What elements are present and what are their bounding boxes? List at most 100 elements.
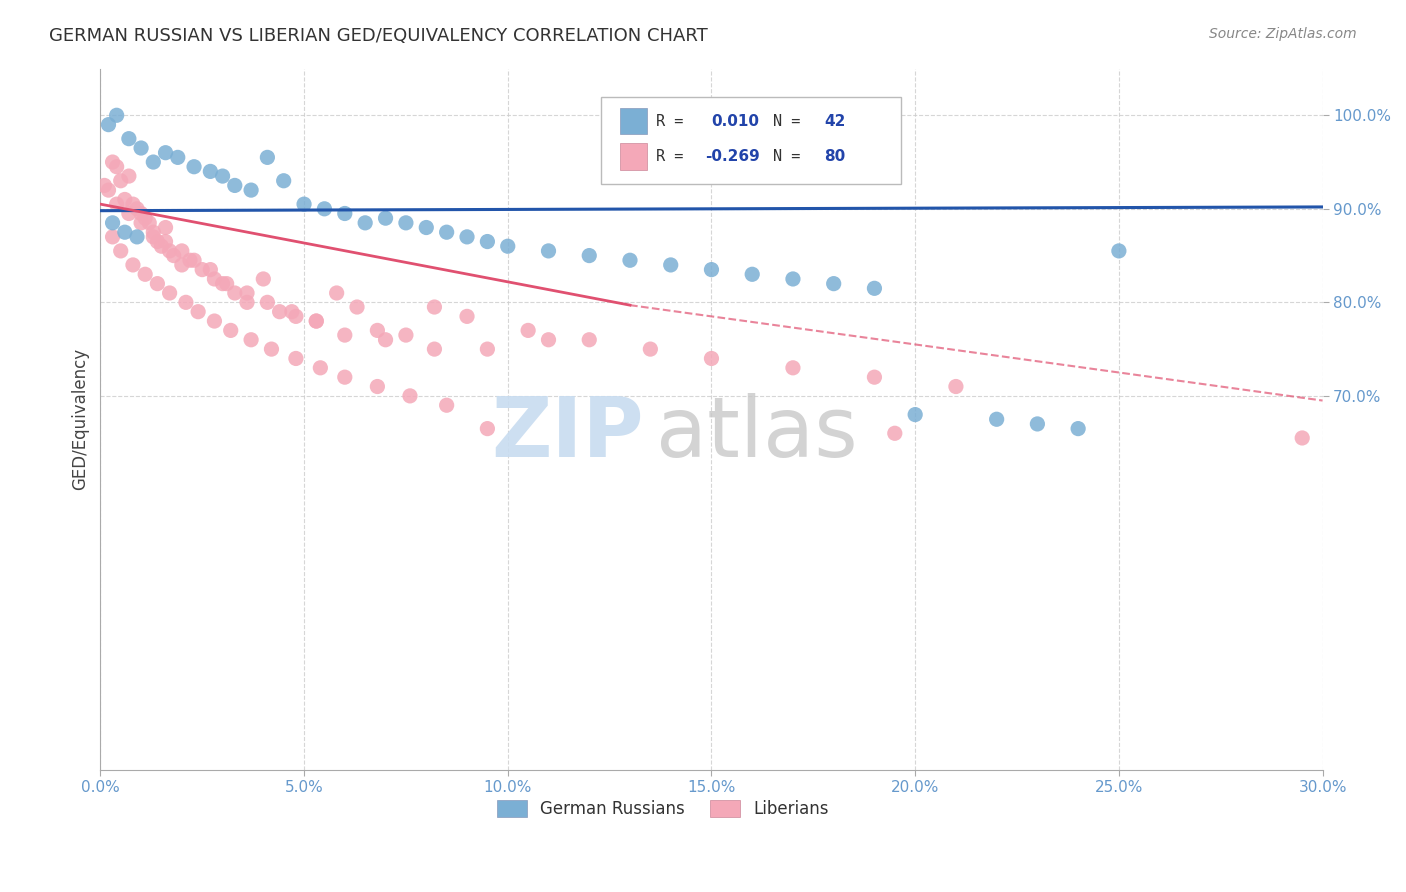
Point — [146, 235, 169, 249]
Point — [537, 333, 560, 347]
Point — [155, 145, 177, 160]
Point — [333, 206, 356, 220]
Point — [191, 262, 214, 277]
Point — [118, 131, 141, 145]
Point — [423, 300, 446, 314]
Point — [129, 206, 152, 220]
Point — [101, 230, 124, 244]
Point — [200, 262, 222, 277]
Point — [105, 160, 128, 174]
Point — [240, 183, 263, 197]
Point — [219, 323, 242, 337]
Point — [1108, 244, 1130, 258]
Point — [640, 342, 662, 356]
Point — [105, 108, 128, 122]
Point — [200, 164, 222, 178]
Point — [904, 408, 927, 422]
Point — [700, 351, 723, 366]
Point — [240, 333, 263, 347]
Point — [211, 169, 233, 183]
Point — [166, 150, 188, 164]
Point — [366, 379, 388, 393]
Bar — [620, 143, 647, 169]
Point — [155, 235, 177, 249]
Point — [114, 225, 136, 239]
Point — [215, 277, 238, 291]
Point — [436, 398, 458, 412]
Point — [456, 310, 478, 324]
Point — [305, 314, 328, 328]
Point — [114, 193, 136, 207]
Point — [945, 379, 967, 393]
Point — [155, 220, 177, 235]
Text: ZIP: ZIP — [492, 392, 644, 474]
Point — [236, 295, 259, 310]
Text: 0.010: 0.010 — [711, 113, 759, 128]
Point — [333, 328, 356, 343]
Point — [150, 239, 173, 253]
Point — [163, 249, 186, 263]
Point — [187, 304, 209, 318]
Point — [619, 253, 641, 268]
Point — [578, 249, 600, 263]
Text: 42: 42 — [824, 113, 845, 128]
Point — [118, 206, 141, 220]
Point — [741, 267, 763, 281]
Point — [700, 262, 723, 277]
Point — [204, 314, 226, 328]
Point — [325, 285, 347, 300]
Text: -0.269: -0.269 — [706, 149, 761, 164]
Point — [256, 295, 278, 310]
Point — [260, 342, 283, 356]
Point — [477, 422, 499, 436]
Point — [863, 281, 886, 295]
Point — [477, 235, 499, 249]
Text: atlas: atlas — [657, 392, 858, 474]
Point — [1291, 431, 1313, 445]
Point — [174, 295, 197, 310]
Point — [395, 216, 418, 230]
Point — [110, 244, 132, 258]
Point — [256, 150, 278, 164]
Point — [142, 155, 165, 169]
Point — [204, 272, 226, 286]
Point — [292, 197, 315, 211]
Point — [183, 253, 205, 268]
Point — [142, 225, 165, 239]
Point — [517, 323, 540, 337]
Point — [273, 174, 295, 188]
Point — [93, 178, 115, 193]
Point — [159, 244, 181, 258]
Point — [477, 342, 499, 356]
Point — [423, 342, 446, 356]
Point — [224, 285, 246, 300]
Point — [436, 225, 458, 239]
Bar — [620, 108, 647, 135]
Point — [101, 216, 124, 230]
Legend: German Russians, Liberians: German Russians, Liberians — [489, 793, 835, 825]
Point — [309, 360, 332, 375]
Point — [863, 370, 886, 384]
Point — [782, 272, 804, 286]
Point — [986, 412, 1008, 426]
Y-axis label: GED/Equivalency: GED/Equivalency — [72, 348, 89, 491]
Point — [659, 258, 682, 272]
Point — [366, 323, 388, 337]
Point — [1067, 422, 1090, 436]
Point — [374, 333, 396, 347]
Point — [346, 300, 368, 314]
Point — [578, 333, 600, 347]
Point — [883, 426, 905, 441]
Point — [537, 244, 560, 258]
Text: R =: R = — [657, 113, 693, 128]
Point — [211, 277, 233, 291]
Point — [122, 197, 145, 211]
Point — [224, 178, 246, 193]
Point — [823, 277, 845, 291]
Point — [110, 174, 132, 188]
Point — [142, 230, 165, 244]
Point — [159, 285, 181, 300]
Point — [284, 351, 307, 366]
Point — [129, 216, 152, 230]
Point — [179, 253, 201, 268]
